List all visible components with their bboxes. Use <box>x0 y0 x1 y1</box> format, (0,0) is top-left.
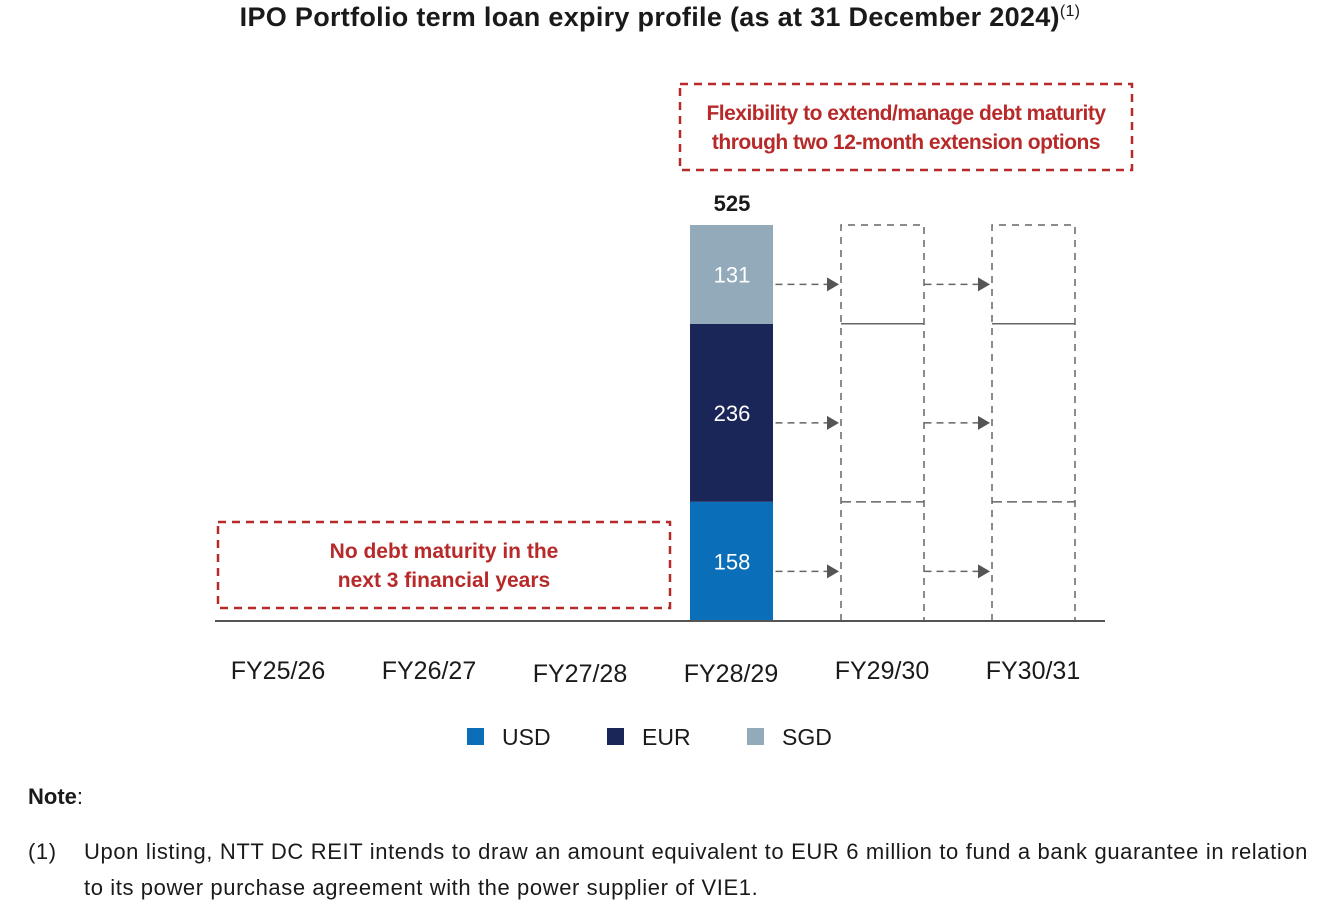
legend-label: SGD <box>782 724 832 750</box>
bar-usd-FY28/29 <box>690 501 773 621</box>
chart-title: IPO Portfolio term loan expiry profile (… <box>0 2 1320 33</box>
arrow-right-icon <box>978 415 990 430</box>
footnote-text: Upon listing, NTT DC REIT intends to dra… <box>84 839 1308 900</box>
chart-title-text: IPO Portfolio term loan expiry profile (… <box>239 2 1060 32</box>
annotation-text: No debt maturity in the <box>330 540 559 563</box>
annotation-text: next 3 financial years <box>338 569 550 592</box>
legend-swatch-eur <box>607 728 624 745</box>
legend-label: EUR <box>642 724 691 750</box>
annotation-text: Flexibility to extend/manage debt maturi… <box>706 102 1106 125</box>
bar-sgd-FY28/29 <box>690 225 773 324</box>
x-tick-label: FY28/29 <box>684 660 779 688</box>
x-tick-label: FY29/30 <box>835 657 930 685</box>
data-label: 236 <box>714 401 751 426</box>
chart: No debt maturity in the next 3 financial … <box>215 82 1134 750</box>
arrow-right-icon <box>978 277 990 292</box>
legend-swatch-usd <box>467 728 484 745</box>
note-heading-text: Note <box>28 784 77 809</box>
footnote-marker: (1) <box>28 839 57 864</box>
arrow-right-icon <box>978 564 990 579</box>
x-tick-label: FY30/31 <box>986 657 1081 685</box>
annotation-box-extension <box>678 82 1134 172</box>
note-colon: : <box>76 784 84 809</box>
x-tick-label: FY27/28 <box>533 660 628 688</box>
extension-placeholder-FY29/30 <box>840 224 925 621</box>
legend-swatch-sgd <box>747 728 764 745</box>
annotation-text: through two 12-month extension options <box>712 131 1100 154</box>
legend-label: USD <box>502 724 551 750</box>
footnote-1: (1) Upon listing, NTT DC REIT intends to… <box>28 834 1308 906</box>
arrow-right-icon <box>827 415 839 430</box>
note-heading: Note: <box>28 784 83 810</box>
extension-placeholder-FY30/31 <box>991 224 1076 621</box>
x-tick-label: FY25/26 <box>231 657 326 685</box>
annotation-box-no-maturity <box>216 520 672 610</box>
total-label: 525 <box>714 191 751 216</box>
arrow-right-icon <box>827 277 839 292</box>
data-label: 131 <box>714 262 751 287</box>
x-tick-label: FY26/27 <box>382 657 477 685</box>
title-footnote-marker: (1) <box>1059 3 1081 20</box>
bar-eur-FY28/29 <box>690 323 773 502</box>
arrow-right-icon <box>827 564 839 579</box>
data-label: 158 <box>714 549 751 574</box>
